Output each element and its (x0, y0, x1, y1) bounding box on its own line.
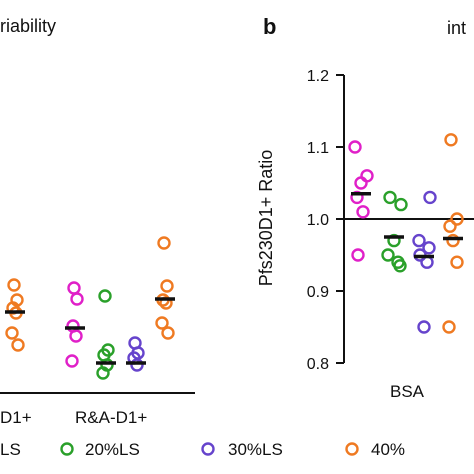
panel-b-point-30ls-4 (420, 255, 434, 269)
panel-b-point-0ls-1 (360, 169, 374, 183)
panel-b-point-20ls-5 (393, 259, 407, 273)
legend-item-2: 30%LS (201, 440, 283, 459)
panel-b-y-tick-label-1: 0.9 (307, 284, 329, 301)
panel-b-point-40ls-4 (450, 255, 464, 269)
panel-b-point-40ls-0 (444, 133, 458, 147)
panel-b-point-40ls-3 (446, 233, 460, 248)
panel-a-point-ra-d1-0ls-3 (69, 329, 83, 343)
panel-b-point-20ls-2 (387, 233, 401, 248)
panel-b-point-0ls-4 (356, 205, 370, 219)
panel-b-y-tick-label-3: 1.1 (307, 140, 329, 157)
panel-a-point-d1-40ls-5 (11, 338, 25, 352)
panel-b-y-tick-label-4: 1.2 (307, 68, 329, 85)
panel-a-title: riability (0, 16, 56, 36)
panel-b-point-0ls-2 (354, 176, 368, 190)
legend-label-3: 40% (371, 440, 405, 459)
legend-item-0: LS (0, 440, 21, 459)
panel-a-point-ra-d1-40ls-0 (157, 236, 171, 250)
panel-b-point-20ls-0 (383, 190, 397, 205)
panel-b-point-20ls-1 (394, 197, 408, 212)
panel-b-point-30ls-5 (417, 320, 431, 334)
legend-marker-40ls (345, 442, 359, 456)
panel-a-point-d1-40ls-4 (5, 326, 19, 340)
panel-b-point-40ls-1 (450, 212, 464, 226)
panel-b-point-40ls-2 (443, 219, 457, 233)
panel-a-point-ra-d1-20ls-0 (98, 289, 112, 303)
panel-a-category-d1: D1+ (0, 408, 32, 427)
legend-item-1: 20%LS (60, 440, 140, 459)
panel-b-point-0ls-3 (350, 190, 364, 205)
panel-b-y-tick-label-0: 0.8 (307, 356, 329, 373)
panel-b-point-20ls-3 (381, 248, 395, 262)
panel-b-point-30ls-2 (422, 241, 436, 255)
panel-b-y-tick-label-2: 1.0 (307, 212, 329, 229)
panel-b-point-30ls-0 (423, 190, 437, 205)
legend-marker-30ls (201, 442, 215, 456)
legend-label-0: LS (0, 440, 21, 459)
panel-a-point-ra-d1-40ls-1 (160, 279, 174, 293)
panel-a-point-ra-d1-20ls-4 (96, 366, 110, 380)
panel-b-letter: b (263, 14, 276, 39)
panel-b-x-category: BSA (390, 382, 425, 401)
panel-a: riability D1+ R&A-D1+ (0, 16, 195, 427)
panel-b-point-30ls-1 (412, 233, 426, 248)
panel-a-point-d1-40ls-0 (7, 278, 21, 292)
legend-label-2: 30%LS (228, 440, 283, 459)
panel-a-category-ra-d1: R&A-D1+ (75, 408, 147, 427)
panel-b-title: int (447, 18, 466, 38)
panel-b: b int Pfs230D1+ Ratio 0.8 0.9 1.0 1.1 1.2 BS… (256, 14, 474, 401)
panel-b-point-0ls-0 (348, 140, 362, 154)
panel-b-point-0ls-5 (351, 248, 365, 262)
legend-item-3: 40% (345, 440, 405, 459)
panel-a-point-ra-d1-30ls-3 (130, 358, 144, 372)
panel-b-y-axis-label: Pfs230D1+ Ratio (256, 150, 276, 287)
panel-a-point-ra-d1-40ls-5 (161, 326, 175, 340)
legend-label-1: 20%LS (85, 440, 140, 459)
legend-marker-20ls (60, 442, 74, 456)
panel-a-point-ra-d1-0ls-1 (70, 292, 84, 306)
legend: LS 20%LS 30%LS 40% (0, 440, 405, 459)
panel-b-point-40ls-5 (442, 320, 456, 334)
panel-a-point-ra-d1-0ls-0 (67, 281, 81, 295)
panel-a-point-ra-d1-40ls-4 (155, 316, 169, 330)
panel-a-point-ra-d1-0ls-4 (65, 354, 79, 368)
